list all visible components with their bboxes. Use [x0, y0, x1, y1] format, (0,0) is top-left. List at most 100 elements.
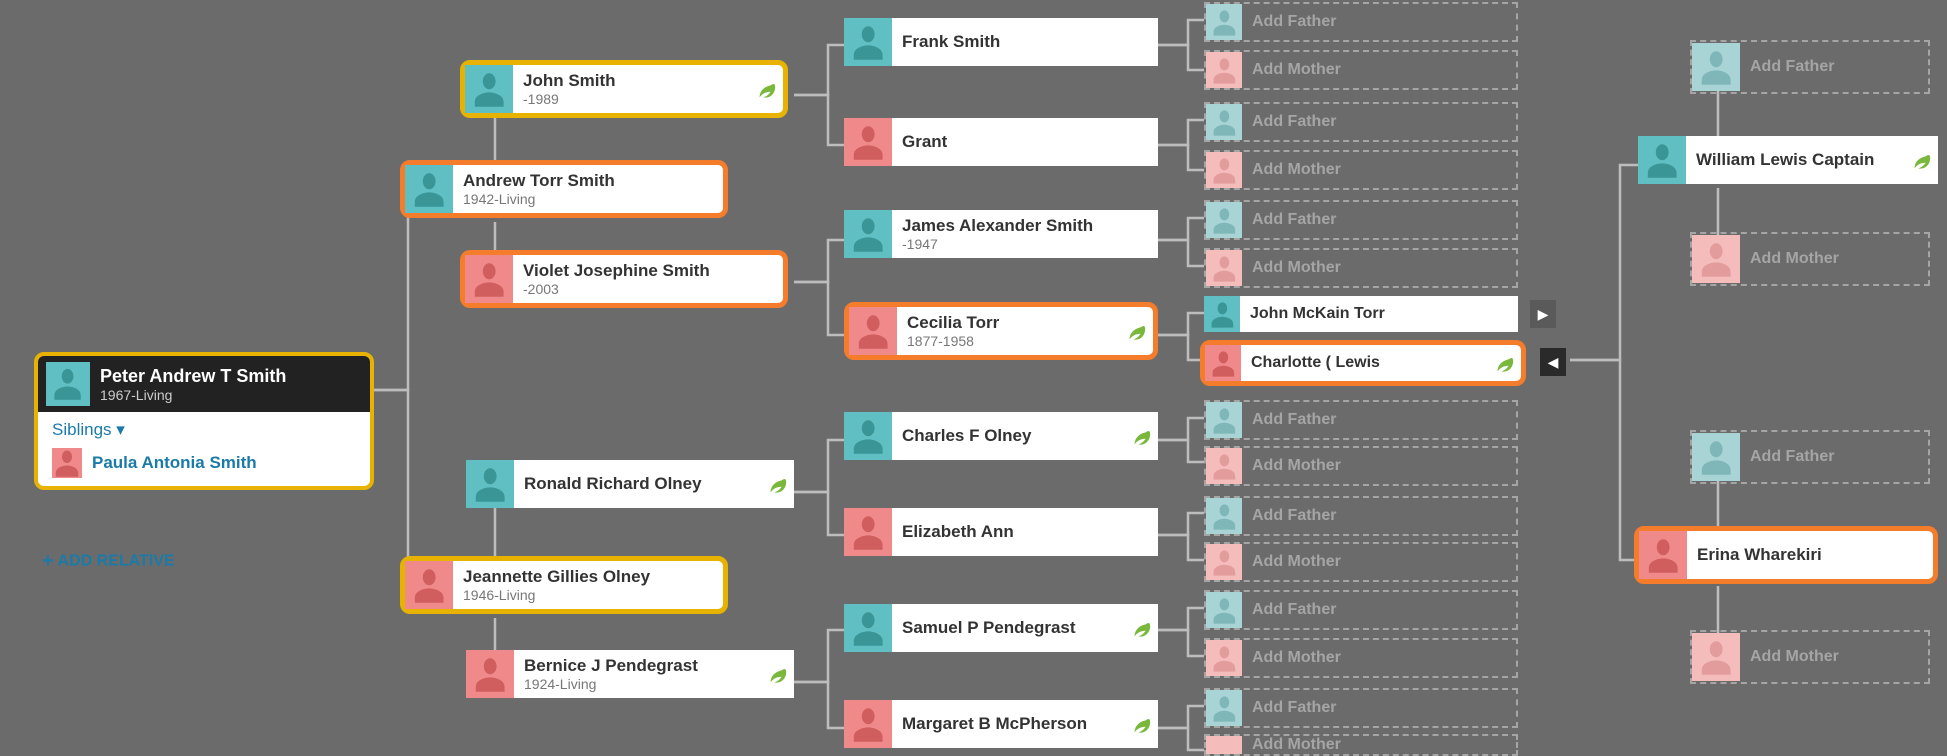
person-avatar-icon	[844, 700, 892, 748]
person-card-grant[interactable]: Grant	[844, 118, 1158, 166]
person-name: Samuel P Pendegrast	[902, 618, 1148, 638]
add-father-placeholder[interactable]: Add Father	[1204, 590, 1518, 630]
person-avatar-icon	[844, 118, 892, 166]
person-avatar-icon	[405, 561, 453, 609]
person-card-margaret-b-mcpherson[interactable]: Margaret B McPherson	[844, 700, 1158, 748]
person-name: Andrew Torr Smith	[463, 171, 713, 191]
expand-button[interactable]: ▶	[1530, 300, 1556, 328]
siblings-toggle[interactable]: Siblings ▾	[52, 420, 356, 440]
hint-leaf-icon[interactable]	[1493, 352, 1515, 374]
add-mother-placeholder[interactable]: Add Mother	[1204, 446, 1518, 486]
add-father-placeholder[interactable]: Add Father	[1690, 430, 1930, 484]
person-card-charles-f-olney[interactable]: Charles F Olney	[844, 412, 1158, 460]
person-avatar-icon	[1692, 633, 1740, 681]
person-avatar-icon	[466, 650, 514, 698]
add-father-placeholder[interactable]: Add Father	[1204, 200, 1518, 240]
person-name: Charlotte ( Lewis	[1251, 354, 1511, 372]
focus-name: Peter Andrew T Smith	[100, 366, 286, 387]
person-avatar-icon	[1206, 592, 1242, 628]
person-name: John Smith	[523, 71, 773, 91]
person-name: Jeannette Gillies Olney	[463, 567, 713, 587]
person-card-cecilia-torr[interactable]: Cecilia Torr1877-1958	[844, 302, 1158, 360]
chevron-down-icon: ▾	[116, 420, 125, 439]
hint-leaf-icon[interactable]	[1130, 617, 1152, 639]
person-avatar-icon	[1692, 43, 1740, 91]
person-card-violet-josephine-smith[interactable]: Violet Josephine Smith-2003	[460, 250, 788, 308]
person-name: Margaret B McPherson	[902, 714, 1148, 734]
person-avatar-icon	[1639, 531, 1687, 579]
person-name: Elizabeth Ann	[902, 522, 1148, 542]
collapse-button[interactable]: ◀	[1540, 348, 1566, 376]
person-card-elizabeth-ann[interactable]: Elizabeth Ann	[844, 508, 1158, 556]
focus-person-card[interactable]: Peter Andrew T Smith 1967-Living Sibling…	[34, 352, 374, 490]
add-mother-placeholder[interactable]: Add Mother	[1204, 734, 1518, 756]
chevron-left-icon: ◀	[1548, 354, 1559, 371]
add-father-placeholder[interactable]: Add Father	[1204, 688, 1518, 728]
add-mother-placeholder[interactable]: Add Mother	[1690, 630, 1930, 684]
add-father-placeholder[interactable]: Add Father	[1690, 40, 1930, 94]
person-avatar-icon	[844, 508, 892, 556]
person-avatar-icon	[465, 65, 513, 113]
add-mother-placeholder[interactable]: Add Mother	[1204, 542, 1518, 582]
add-mother-placeholder[interactable]: Add Mother	[1204, 50, 1518, 90]
focus-header[interactable]: Peter Andrew T Smith 1967-Living	[38, 356, 370, 412]
person-avatar-icon	[405, 165, 453, 213]
hint-leaf-icon[interactable]	[766, 663, 788, 685]
hint-leaf-icon[interactable]	[755, 78, 777, 100]
person-card-andrew-torr-smith[interactable]: Andrew Torr Smith1942-Living	[400, 160, 728, 218]
person-card-william-lewis-captain[interactable]: William Lewis Captain	[1638, 136, 1938, 184]
person-avatar-icon	[1206, 104, 1242, 140]
focus-dates: 1967-Living	[100, 387, 286, 403]
person-avatar-icon	[1206, 498, 1242, 534]
hint-leaf-icon[interactable]	[766, 473, 788, 495]
person-card-charlotte-lewis[interactable]: Charlotte ( Lewis	[1200, 340, 1526, 386]
add-mother-placeholder[interactable]: Add Mother	[1690, 232, 1930, 286]
person-card-john-smith[interactable]: John Smith-1989	[460, 60, 788, 118]
person-card-erina-wharekiri[interactable]: Erina Wharekiri	[1634, 526, 1938, 584]
person-avatar-icon	[1206, 250, 1242, 286]
person-avatar-icon	[465, 255, 513, 303]
person-card-frank-smith[interactable]: Frank Smith	[844, 18, 1158, 66]
person-card-jeannette-gillies-olney[interactable]: Jeannette Gillies Olney1946-Living	[400, 556, 728, 614]
person-name: Ronald Richard Olney	[524, 474, 784, 494]
person-avatar-icon	[1204, 296, 1240, 332]
person-name: Grant	[902, 132, 1148, 152]
person-dates: 1946-Living	[463, 587, 713, 603]
person-avatar-icon	[52, 448, 82, 478]
person-dates: -2003	[523, 281, 773, 297]
add-father-placeholder[interactable]: Add Father	[1204, 2, 1518, 42]
person-avatar-icon	[1638, 136, 1686, 184]
person-card-bernice-j-pendegrast[interactable]: Bernice J Pendegrast1924-Living	[466, 650, 794, 698]
add-father-placeholder[interactable]: Add Father	[1204, 496, 1518, 536]
person-avatar-icon	[849, 307, 897, 355]
sibling-item[interactable]: Paula Antonia Smith	[52, 448, 356, 478]
add-father-placeholder[interactable]: Add Father	[1204, 102, 1518, 142]
hint-leaf-icon[interactable]	[1125, 320, 1147, 342]
add-mother-placeholder[interactable]: Add Mother	[1204, 248, 1518, 288]
add-father-placeholder[interactable]: Add Father	[1204, 400, 1518, 440]
person-card-james-alexander-smith[interactable]: James Alexander Smith-1947	[844, 210, 1158, 258]
person-avatar-icon	[46, 362, 90, 406]
person-dates: 1877-1958	[907, 333, 1143, 349]
person-avatar-icon	[1206, 448, 1242, 484]
person-name: Violet Josephine Smith	[523, 261, 773, 281]
person-avatar-icon	[1206, 736, 1242, 754]
person-avatar-icon	[1206, 402, 1242, 438]
person-avatar-icon	[1206, 640, 1242, 676]
person-name: William Lewis Captain	[1696, 150, 1928, 170]
person-card-ronald-richard-olney[interactable]: Ronald Richard Olney	[466, 460, 794, 508]
add-mother-placeholder[interactable]: Add Mother	[1204, 638, 1518, 678]
person-card-samuel-p-pendegrast[interactable]: Samuel P Pendegrast	[844, 604, 1158, 652]
hint-leaf-icon[interactable]	[1130, 713, 1152, 735]
person-name: Frank Smith	[902, 32, 1148, 52]
person-avatar-icon	[844, 412, 892, 460]
person-dates: -1989	[523, 91, 773, 107]
person-dates: -1947	[902, 236, 1148, 252]
person-card-john-mckain-torr[interactable]: John McKain Torr	[1204, 296, 1518, 332]
hint-leaf-icon[interactable]	[1130, 425, 1152, 447]
add-relative-button[interactable]: + ADD RELATIVE	[38, 540, 179, 583]
sibling-name: Paula Antonia Smith	[82, 453, 257, 473]
add-mother-placeholder[interactable]: Add Mother	[1204, 150, 1518, 190]
hint-leaf-icon[interactable]	[1910, 149, 1932, 171]
person-avatar-icon	[1206, 152, 1242, 188]
